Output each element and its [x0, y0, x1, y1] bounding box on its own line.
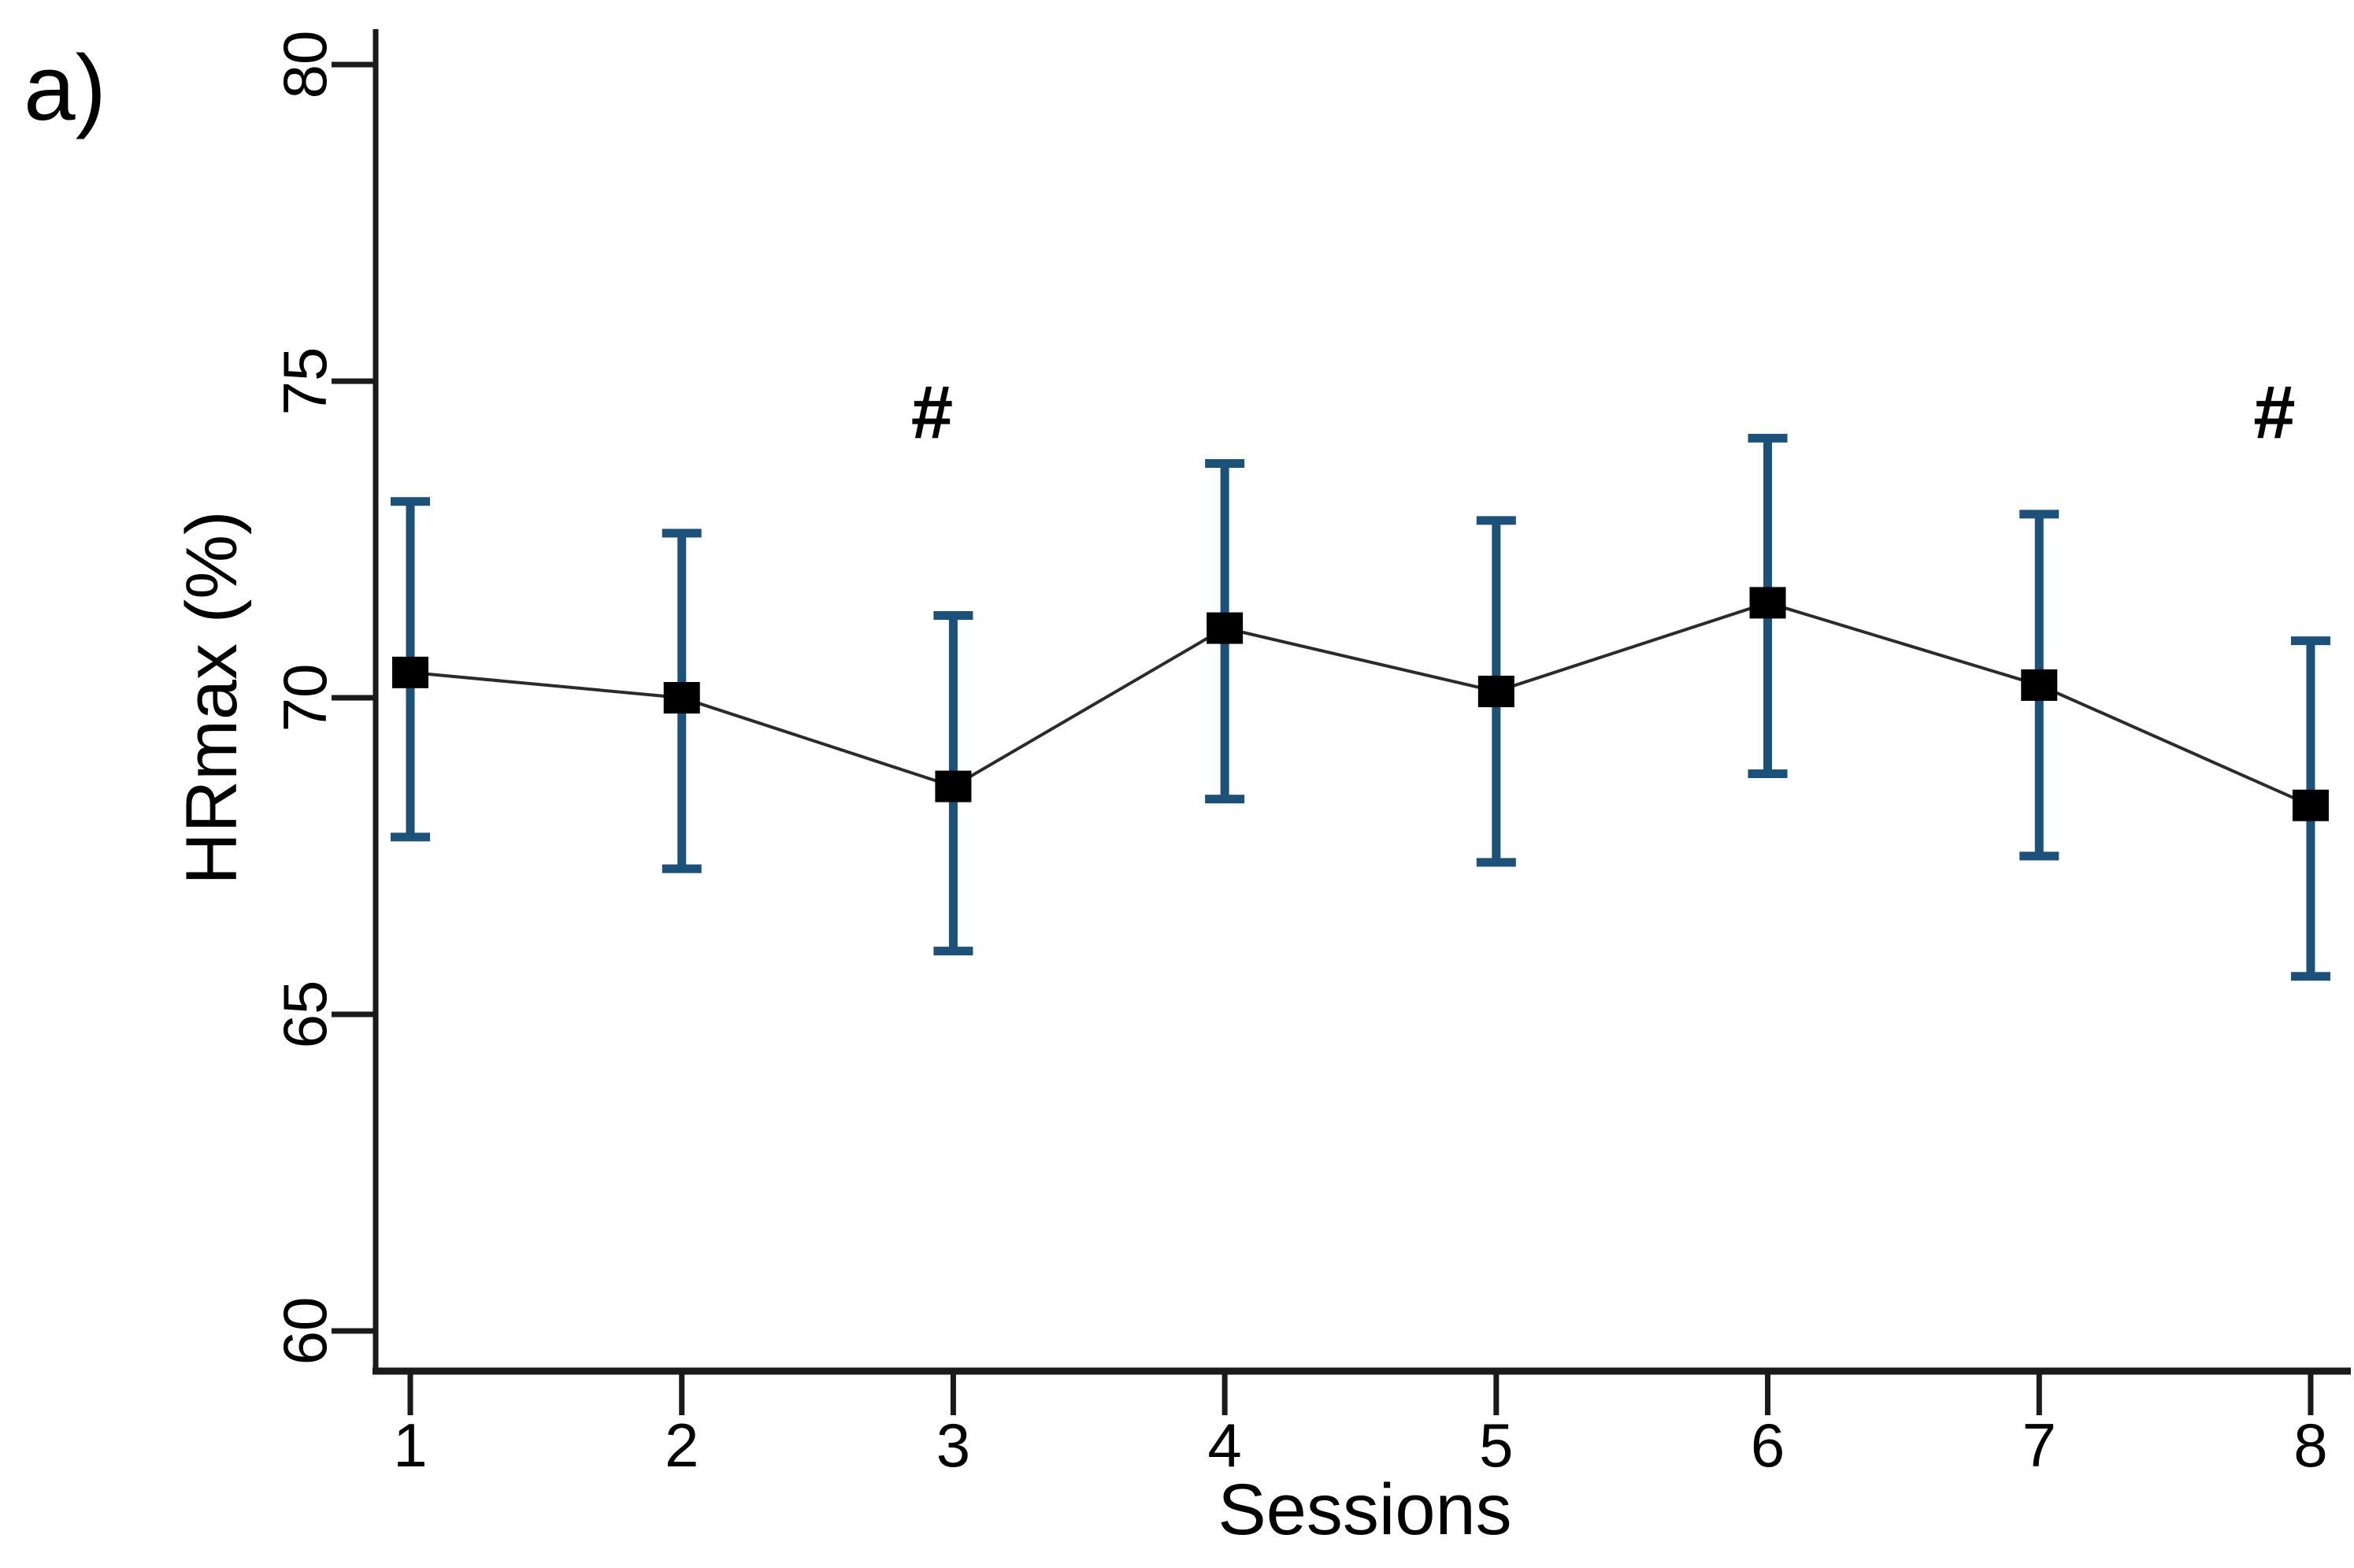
data-point-marker — [1477, 675, 1514, 707]
x-tick-label: 4 — [1207, 1410, 1241, 1480]
x-tick-label: 8 — [2293, 1410, 2327, 1480]
data-point-marker — [2021, 669, 2058, 701]
panel-label: a) — [24, 36, 106, 140]
x-tick-label: 1 — [393, 1410, 427, 1480]
x-tick-label: 5 — [1479, 1410, 1513, 1480]
data-point-marker — [1207, 612, 1244, 644]
data-point-marker — [392, 656, 428, 688]
y-tick-label: 65 — [270, 980, 339, 1049]
y-axis-title: HRmax (%) — [172, 510, 252, 884]
plot-area: 60 65 70 75 80 1 2 3 4 5 6 7 8 # # — [270, 29, 2351, 1480]
data-point-marker — [663, 682, 700, 714]
x-axis-title: Sessions — [1218, 1470, 1511, 1550]
y-tick-label: 75 — [270, 347, 339, 416]
y-tick-label: 80 — [270, 31, 339, 99]
significance-marker: # — [911, 371, 953, 455]
data-point-marker — [2292, 789, 2329, 821]
y-tick-label: 70 — [270, 664, 339, 732]
data-point-marker — [935, 770, 972, 803]
trend-line — [410, 601, 2311, 807]
x-tick-label: 7 — [2022, 1410, 2056, 1480]
significance-marker: # — [2253, 371, 2295, 455]
y-tick-label: 60 — [270, 1297, 339, 1366]
x-tick-label: 3 — [936, 1410, 970, 1480]
data-point-marker — [1749, 587, 1786, 619]
x-tick-label: 2 — [665, 1410, 699, 1480]
x-tick-label: 6 — [1751, 1410, 1785, 1480]
